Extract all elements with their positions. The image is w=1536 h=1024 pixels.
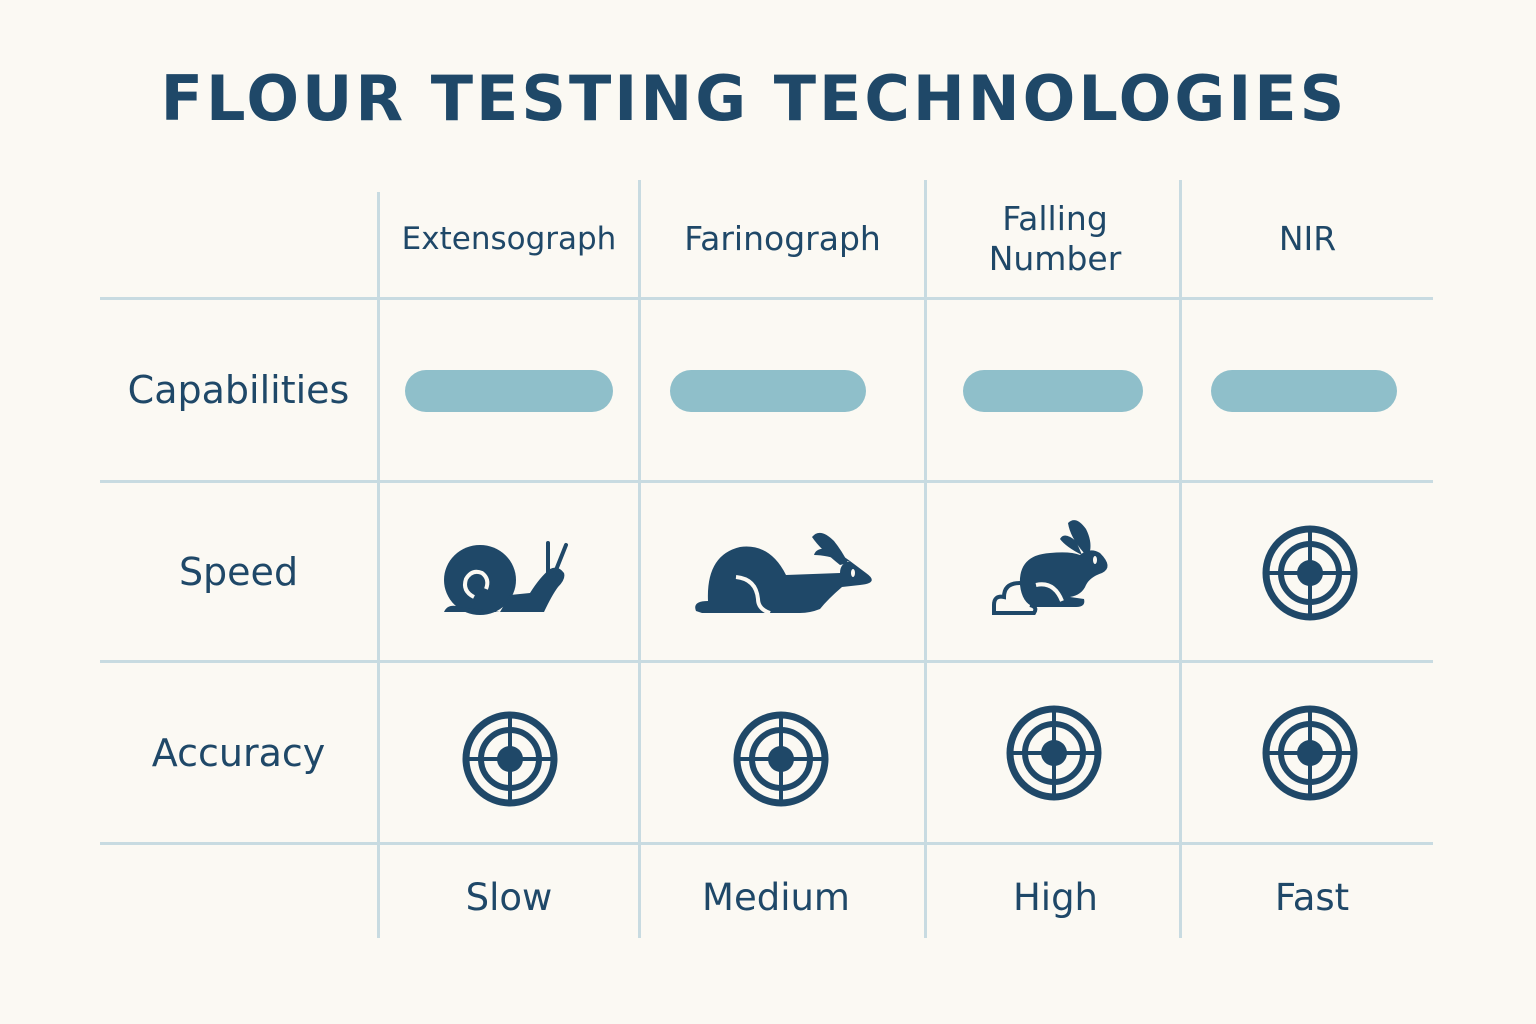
target-icon <box>462 711 558 807</box>
column-header-falling-number: Falling Number <box>960 180 1150 297</box>
capability-bar <box>405 370 613 412</box>
grid-line <box>377 192 380 938</box>
header-label: NIR <box>1278 218 1337 258</box>
header-label: Falling Number <box>988 198 1122 278</box>
page-title: FLOUR TESTING TECHNOLOGIES <box>160 62 1348 135</box>
grid-line <box>100 480 1433 483</box>
capability-bar <box>1211 370 1397 412</box>
column-header-nir: NIR <box>1182 180 1433 297</box>
target-icon <box>1262 525 1358 621</box>
target-icon <box>1006 705 1102 801</box>
rating-farinograph: Medium <box>702 876 850 919</box>
snail-icon <box>440 535 580 615</box>
header-label: Farinograph <box>684 218 881 258</box>
row-label-accuracy: Accuracy <box>151 730 326 775</box>
rabbit-sitting-icon <box>690 525 880 615</box>
target-icon <box>1262 705 1358 801</box>
header-label: Extensograph <box>401 220 617 257</box>
grid-line <box>924 180 927 938</box>
grid-line <box>1179 180 1182 938</box>
row-label-speed: Speed <box>178 549 299 594</box>
rating-falling-number: High <box>1012 876 1099 919</box>
capability-bar <box>963 370 1143 412</box>
column-header-farinograph: Farinograph <box>641 180 924 297</box>
grid-line <box>100 297 1433 300</box>
capability-bar <box>670 370 866 412</box>
target-icon <box>733 711 829 807</box>
rabbit-running-icon <box>990 515 1115 620</box>
column-header-extensograph: Extensograph <box>380 180 638 297</box>
grid-line <box>100 842 1433 845</box>
rating-extensograph: Slow <box>465 876 553 919</box>
row-label-capabilities: Capabilities <box>127 368 350 412</box>
grid-line <box>638 180 641 938</box>
grid-line <box>100 660 1433 663</box>
rating-nir: Fast <box>1274 876 1350 919</box>
